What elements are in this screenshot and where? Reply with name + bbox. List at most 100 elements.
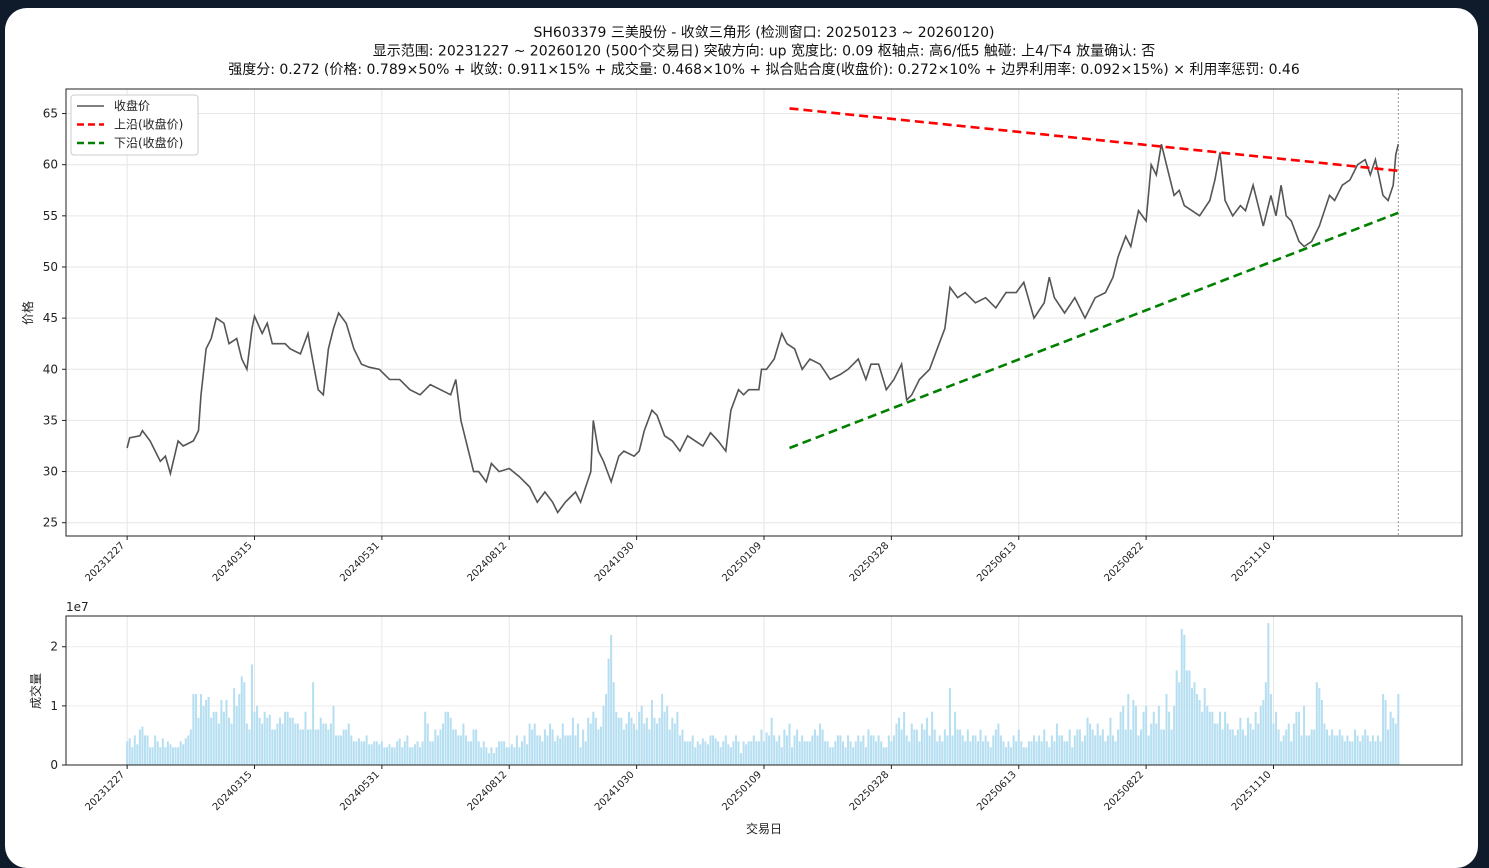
volume-bar [1267,623,1270,765]
volume-bar [900,729,903,765]
volume-bar [1099,735,1102,765]
volume-bar [933,729,936,765]
volume-bar [324,723,327,765]
volume-bar [928,735,931,765]
volume-bar [314,729,317,765]
volume-bar [467,741,470,765]
volume-bar [250,664,253,765]
volume-bar [747,741,750,765]
volume-bar [839,735,842,765]
volume-bar [1359,741,1362,765]
volume-bar [431,741,434,765]
volume-bar [862,735,865,765]
volume-bar [785,735,788,765]
volume-bar [429,741,432,765]
volume-bar [686,741,689,765]
volume-bar [638,711,641,765]
volume-bar [426,723,429,765]
volume-bar [187,735,190,765]
volume-bar [309,729,312,765]
volume-bar [284,711,287,765]
volume-bar [742,741,745,765]
volume-bar [729,747,732,765]
volume-bar [1353,729,1357,765]
volume-bar [1331,729,1334,765]
volume-bar [424,711,427,765]
volume-bar [538,735,541,765]
y-tick-label: 40 [43,362,58,376]
volume-bar [189,729,192,765]
volume-bar [566,735,569,765]
volume-bar [546,735,549,765]
chart-title-line: 显示范围: 20231227 ~ 20260120 (500个交易日) 突破方向… [373,43,1156,60]
x-tick-label: 20250109 [720,769,764,813]
volume-bar [240,676,243,765]
x-tick-label: 20251110 [1230,540,1274,584]
volume-bar [1168,711,1171,765]
volume-bar [834,741,837,765]
y-tick-label: 35 [43,413,58,427]
volume-bar [582,729,585,765]
volume-bar [1137,735,1140,765]
volume-bar [982,741,985,765]
volume-bar [765,732,768,765]
volume-bar [138,729,141,765]
volume-bar [449,717,452,765]
volume-bar [210,717,213,765]
volume-bar [994,729,997,765]
volume-bar [1269,694,1272,765]
volume-bar [235,705,238,765]
volume-bar [447,711,450,765]
chart-title-line: 强度分: 0.272 (价格: 0.789×50% + 收敛: 0.911×15… [228,61,1300,78]
volume-bar [370,744,373,765]
volume-bar [620,717,623,765]
volume-bar [408,747,411,765]
volume-bar [199,694,203,765]
volume-bar [602,705,605,765]
volume-bar [360,741,363,765]
volume-bar [1303,705,1306,765]
volume-bar [464,735,467,765]
volume-bar [1162,729,1165,765]
volume-bar [915,729,918,765]
volume-bar [783,729,786,765]
volume-bar [908,741,911,765]
volume-bar [411,747,414,765]
volume-bar [393,747,396,765]
volume-bar [401,747,404,765]
volume-bar [875,741,878,765]
volume-bar [592,711,595,765]
volume-bar [1394,723,1397,765]
volume-bar [439,729,442,765]
volume-bar [335,735,338,765]
volume-bar [1083,735,1086,765]
volume-bar [1374,741,1377,765]
volume-bar [192,694,195,765]
volume-bar [709,735,712,765]
volume-bar [808,741,811,765]
volume-bar [1127,694,1130,765]
volume-bar [869,735,873,765]
volume-bar [734,735,737,765]
volume-bar [299,729,302,765]
volume-bar [1323,723,1326,765]
volume-bar [238,694,241,765]
volume-bar [1318,688,1321,765]
volume-bar [775,741,778,765]
volume-bar [498,741,501,765]
volume-bar [564,735,567,765]
volume-bar [780,747,783,765]
volume-bar [1175,670,1178,765]
volume-bar [645,717,648,765]
volume-bar [841,741,844,765]
volume-bar [164,747,167,765]
volume-bar [490,747,493,765]
x-tick-label: 20250328 [848,540,892,584]
volume-bar [691,735,694,765]
volume-bar [291,717,294,765]
x-tick-label: 20231227 [83,540,127,584]
volume-bar [760,729,763,765]
volume-bar [561,723,564,765]
x-tick-label: 20241030 [593,769,637,813]
volume-bar [1048,747,1051,765]
